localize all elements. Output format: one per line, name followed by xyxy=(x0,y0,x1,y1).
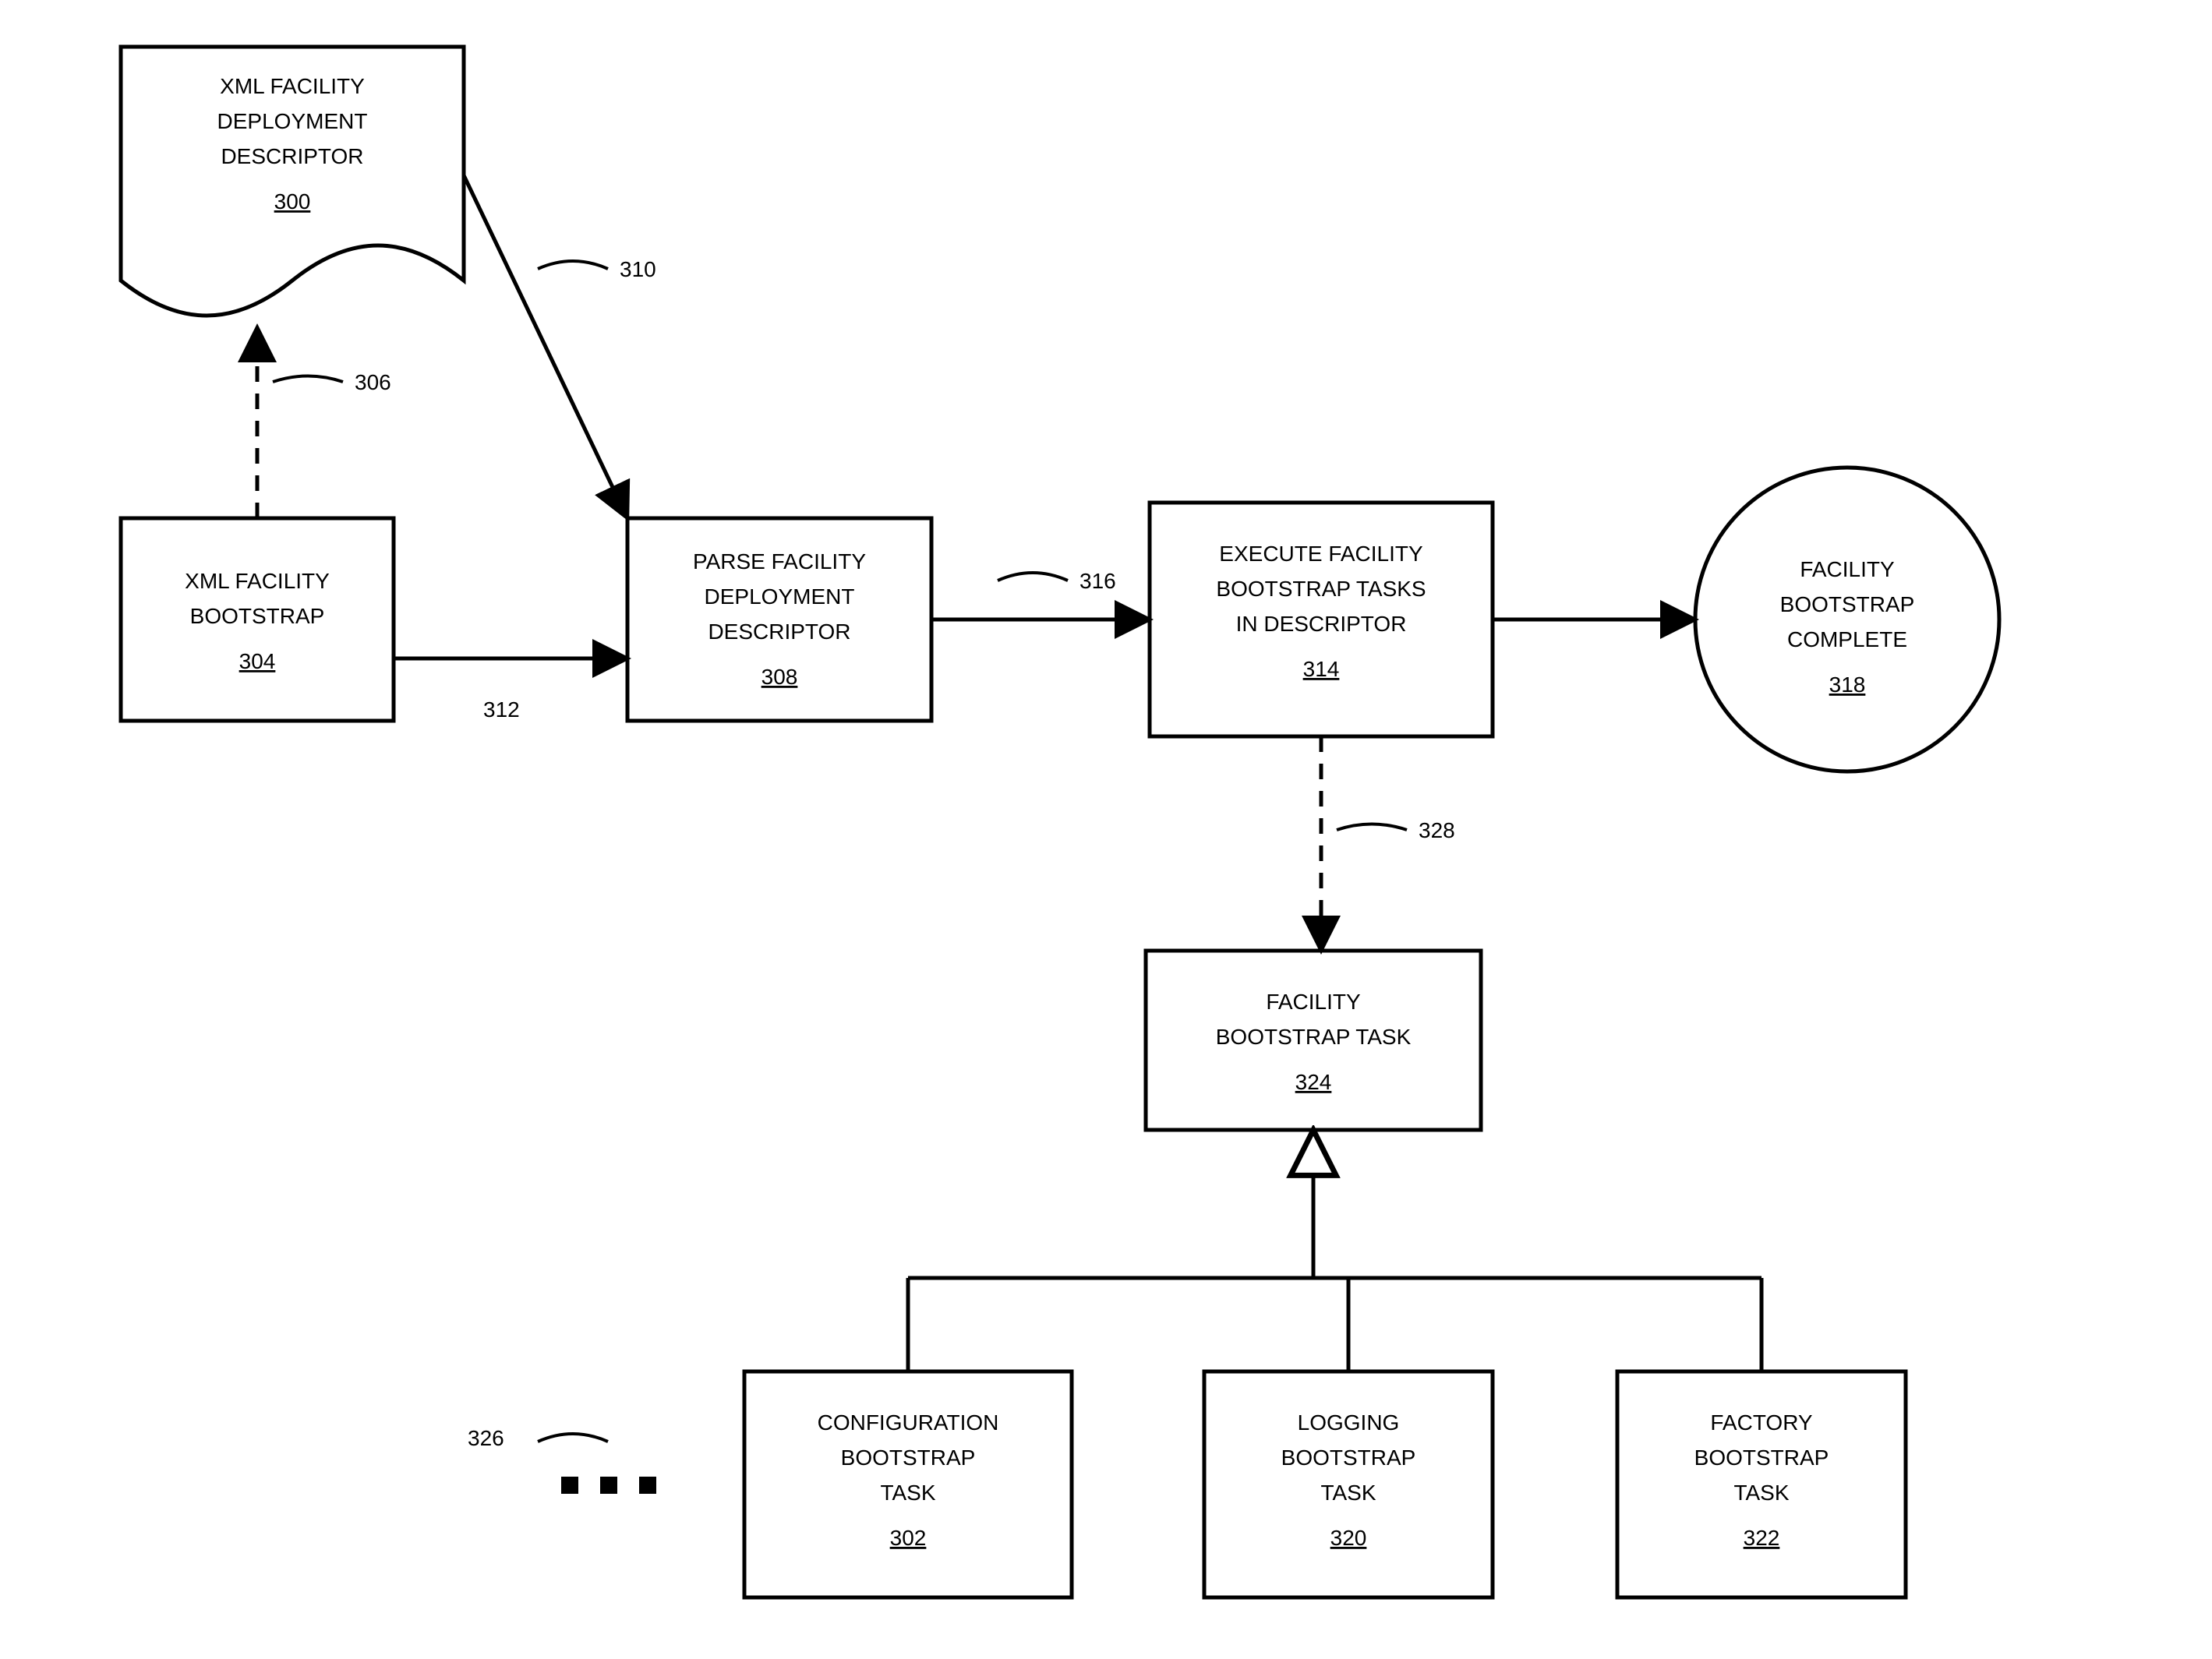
edge-generalization xyxy=(908,1130,1761,1371)
edge-label: 328 xyxy=(1419,818,1455,842)
node-ref: 322 xyxy=(1744,1526,1780,1550)
node-text: CONFIGURATION xyxy=(818,1410,999,1435)
node-ref: 320 xyxy=(1330,1526,1367,1550)
node-facility-task: FACILITY BOOTSTRAP TASK 324 xyxy=(1146,951,1481,1130)
node-ref: 300 xyxy=(274,189,311,214)
node-ref: 318 xyxy=(1829,672,1866,697)
node-text: XML FACILITY xyxy=(220,74,365,98)
node-text: XML FACILITY xyxy=(185,569,330,593)
node-text: BOOTSTRAP xyxy=(1780,592,1915,616)
node-text: TASK xyxy=(1733,1481,1789,1505)
diagram-canvas: XML FACILITY DEPLOYMENT DESCRIPTOR 300 X… xyxy=(0,0,2212,1659)
node-text: BOOTSTRAP xyxy=(841,1445,976,1470)
node-factory-task: FACTORY BOOTSTRAP TASK 322 xyxy=(1617,1371,1906,1597)
node-logging-task: LOGGING BOOTSTRAP TASK 320 xyxy=(1204,1371,1493,1597)
node-text: BOOTSTRAP xyxy=(190,604,325,628)
node-text: PARSE FACILITY xyxy=(693,549,866,574)
node-text: BOOTSTRAP xyxy=(1694,1445,1829,1470)
node-ref: 324 xyxy=(1295,1070,1332,1094)
edge-312: 312 xyxy=(394,658,627,722)
node-config-task: CONFIGURATION BOOTSTRAP TASK 302 xyxy=(744,1371,1072,1597)
node-ref: 304 xyxy=(239,649,276,673)
node-text: COMPLETE xyxy=(1787,627,1907,651)
node-text: FACILITY xyxy=(1266,990,1361,1014)
node-complete: FACILITY BOOTSTRAP COMPLETE 318 xyxy=(1695,468,1999,771)
node-text: DESCRIPTOR xyxy=(221,144,363,168)
node-xml-descriptor: XML FACILITY DEPLOYMENT DESCRIPTOR 300 xyxy=(121,47,464,316)
edge-328: 328 xyxy=(1321,736,1455,951)
node-text: TASK xyxy=(1320,1481,1376,1505)
edge-316: 316 xyxy=(931,569,1150,619)
node-text: BOOTSTRAP TASKS xyxy=(1216,577,1426,601)
node-text: DEPLOYMENT xyxy=(217,109,368,133)
node-execute: EXECUTE FACILITY BOOTSTRAP TASKS IN DESC… xyxy=(1150,503,1493,736)
edge-306: 306 xyxy=(257,327,391,518)
node-parse: PARSE FACILITY DEPLOYMENT DESCRIPTOR 308 xyxy=(627,518,931,721)
node-text: FACILITY xyxy=(1800,557,1895,581)
node-text: DEPLOYMENT xyxy=(705,584,855,609)
node-text: LOGGING xyxy=(1298,1410,1400,1435)
edge-label: 310 xyxy=(620,257,656,281)
node-text: TASK xyxy=(880,1481,935,1505)
node-ref: 314 xyxy=(1303,657,1340,681)
node-ref: 308 xyxy=(761,665,798,689)
edge-label: 306 xyxy=(355,370,391,394)
node-text: EXECUTE FACILITY xyxy=(1219,542,1423,566)
edge-310: 310 xyxy=(464,175,656,518)
node-text: BOOTSTRAP TASK xyxy=(1216,1025,1412,1049)
node-text: DESCRIPTOR xyxy=(708,619,850,644)
node-ref: 302 xyxy=(890,1526,927,1550)
node-text: BOOTSTRAP xyxy=(1281,1445,1416,1470)
edge-label: 316 xyxy=(1079,569,1116,593)
node-text: FACTORY xyxy=(1710,1410,1813,1435)
node-text: IN DESCRIPTOR xyxy=(1236,612,1407,636)
edge-label: 326 xyxy=(468,1426,504,1450)
node-xml-bootstrap: XML FACILITY BOOTSTRAP 304 xyxy=(121,518,394,721)
ellipsis-326: 326 xyxy=(468,1426,656,1494)
edge-label: 312 xyxy=(483,697,520,722)
